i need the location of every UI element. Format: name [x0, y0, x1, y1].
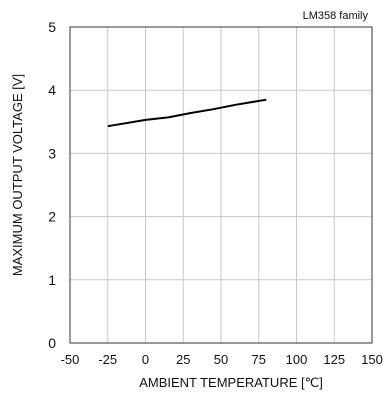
x-tick-label: 125	[323, 352, 345, 367]
y-axis-label: MAXIMUM OUTPUT VOLTAGE [V]	[10, 74, 25, 276]
x-tick-label: 50	[214, 352, 228, 367]
grid	[69, 26, 373, 344]
chart-annotation: LM358 family	[303, 10, 369, 22]
y-tick-label: 5	[48, 19, 56, 35]
x-tick-label: 150	[361, 352, 383, 367]
series-layer	[107, 98, 267, 128]
x-tick-label: 100	[286, 352, 308, 367]
y-tick-labels: 0 1 2 3 4 5	[48, 19, 56, 351]
y-tick-label: 2	[48, 209, 56, 225]
x-tick-labels: -50 -25 0 25 50 75 100 125 150	[61, 352, 383, 367]
x-axis-label: AMBIENT TEMPERATURE [℃]	[139, 375, 323, 390]
x-tick-label: 75	[252, 352, 266, 367]
plot-frame	[69, 26, 373, 344]
x-tick-label: -50	[61, 352, 80, 367]
y-tick-label: 1	[48, 272, 56, 288]
x-tick-label: 25	[176, 352, 190, 367]
series-line	[107, 98, 267, 128]
x-tick-label: 0	[142, 352, 149, 367]
y-tick-label: 4	[48, 82, 56, 98]
y-tick-label: 3	[48, 145, 56, 161]
x-tick-label: -25	[98, 352, 117, 367]
y-tick-label: 0	[48, 335, 56, 351]
